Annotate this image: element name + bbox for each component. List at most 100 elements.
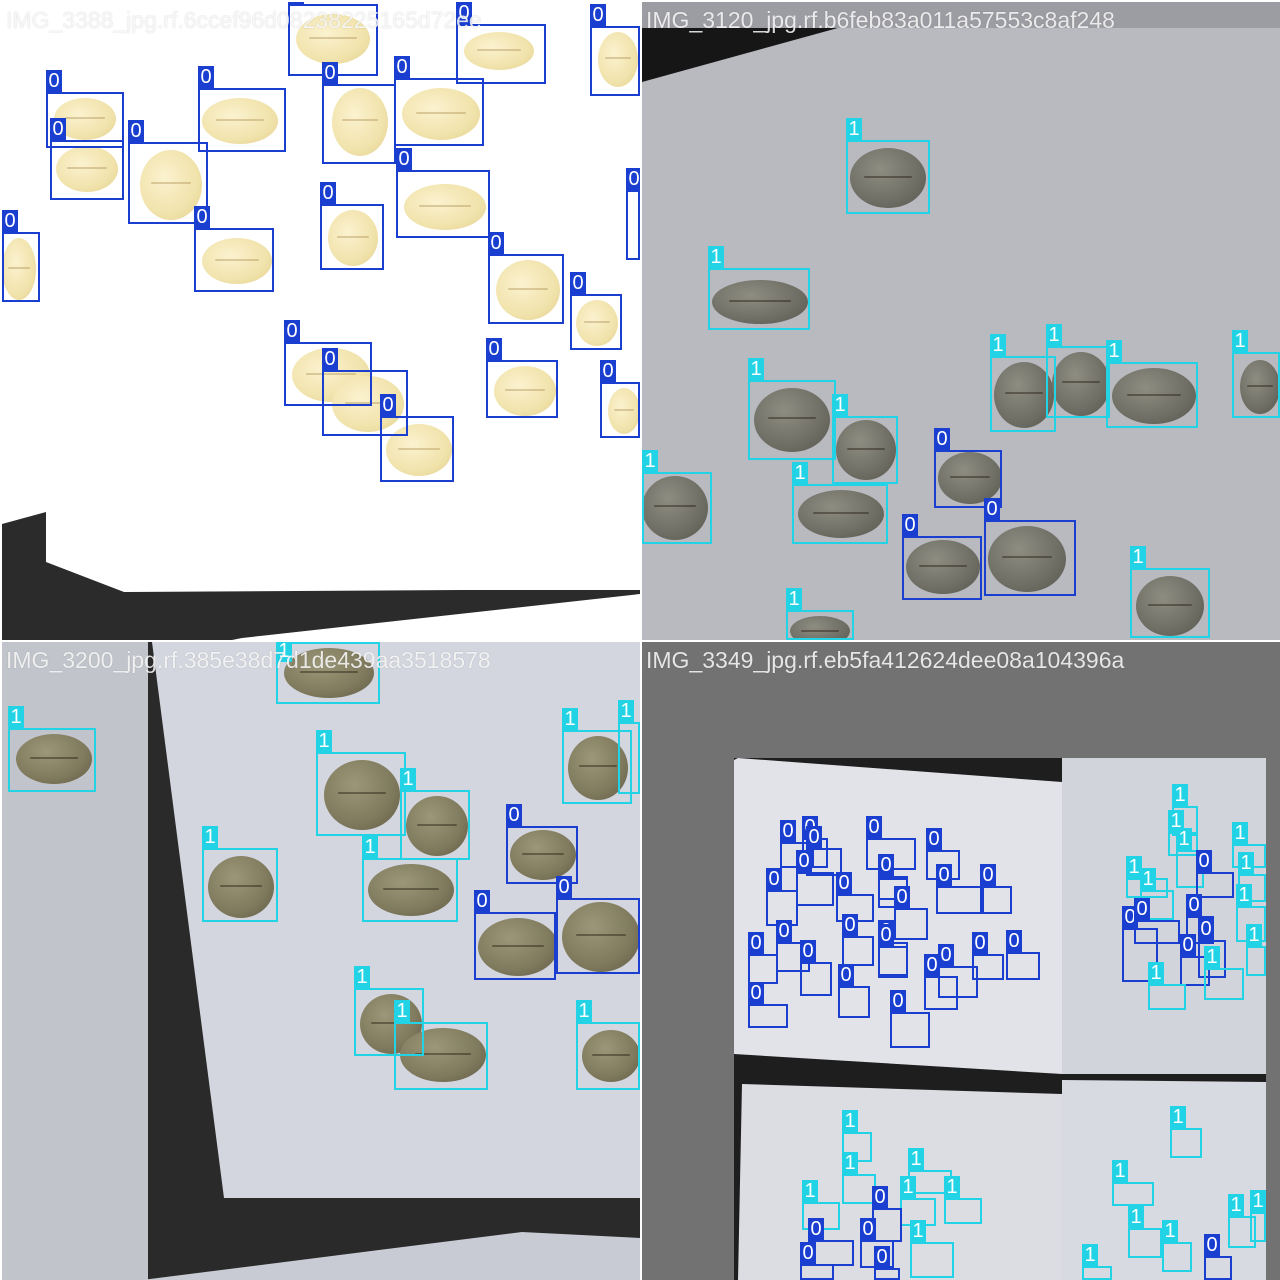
bean: [608, 388, 640, 434]
bbox-label: 1: [8, 706, 24, 728]
bbox-label: 1: [354, 966, 370, 988]
bbox-label: 0: [486, 338, 502, 360]
bbox-label: 1: [846, 118, 862, 140]
bbox-class-0: 0: [934, 428, 1002, 508]
bbox-label: 0: [806, 826, 822, 848]
bbox-class-1: 1: [642, 450, 712, 544]
bbox-class-1: 1: [1106, 340, 1198, 428]
bbox-class-0: 0: [1134, 898, 1180, 944]
bbox-label: 0: [198, 66, 214, 88]
bbox-class-0: 0: [800, 1242, 834, 1280]
bean: [464, 32, 534, 70]
bbox-class-1: 1: [1148, 962, 1186, 1010]
bean: [798, 490, 884, 538]
bbox-label: 0: [894, 886, 910, 908]
bbox-class-0: 0: [1196, 850, 1234, 898]
bean: [494, 366, 556, 416]
bbox-label: 0: [890, 990, 906, 1012]
bbox-class-1: 1: [1170, 1106, 1202, 1158]
bbox-label: 0: [938, 944, 954, 966]
tile-top-left: IMG_3388_jpg.rf.6ccef96d08238225165d72ee…: [2, 2, 640, 640]
bbox-class-0: 0: [396, 148, 490, 238]
bbox-class-1: 1: [1250, 1190, 1266, 1242]
bbox-label: 1: [1204, 946, 1220, 968]
bbox-label: 0: [626, 168, 640, 190]
bbox-class-0: 0: [194, 206, 274, 292]
bbox-label: 0: [780, 820, 796, 842]
bean: [790, 616, 850, 640]
bbox-label: 0: [1134, 898, 1150, 920]
bbox-class-1: 1: [846, 118, 930, 214]
bbox-class-0: 0: [842, 914, 874, 966]
bbox-label: 0: [506, 804, 522, 826]
bbox-label: 1: [1162, 1220, 1178, 1242]
bbox-class-0: 0: [800, 940, 832, 996]
bbox-label: 0: [902, 514, 918, 536]
bbox-class-0: 0: [894, 886, 928, 940]
bbox-class-0: 0: [872, 1186, 902, 1242]
bbox-label: 1: [944, 1176, 960, 1198]
bean: [850, 148, 926, 208]
bbox-label: 1: [1232, 822, 1248, 844]
bbox-class-0: 0: [556, 876, 640, 974]
bbox-label: 0: [394, 56, 410, 78]
bbox-label: 1: [1148, 962, 1164, 984]
bean: [576, 300, 618, 346]
bbox-class-0: 0: [600, 360, 640, 438]
bbox-label: 1: [1238, 852, 1254, 874]
bbox-class-0: 0: [626, 168, 640, 260]
bbox-label: 1: [1126, 856, 1142, 878]
bean: [598, 32, 638, 87]
bean: [1136, 576, 1204, 636]
bbox-class-1: 1: [842, 1152, 876, 1204]
bbox-label: 0: [556, 876, 572, 898]
bbox-label: 1: [1236, 884, 1252, 906]
bbox-label: 1: [1232, 330, 1248, 352]
bbox-label: 1: [1172, 784, 1188, 806]
bbox-label: 0: [288, 2, 304, 4]
bbox-label: 0: [984, 498, 1000, 520]
bbox-label: 1: [1106, 340, 1122, 362]
tile-1-background: [2, 2, 640, 640]
bbox-class-0: 0: [46, 70, 124, 148]
bbox-label: 0: [838, 964, 854, 986]
bbox-class-0: 0: [320, 182, 384, 270]
bbox-label: 0: [878, 854, 894, 876]
bbox-label: 1: [910, 1220, 926, 1242]
bbox-label: 1: [1168, 810, 1184, 832]
bean: [510, 830, 576, 880]
bean: [1240, 360, 1280, 414]
bbox-class-1: 1: [1128, 1206, 1162, 1258]
bbox-label: 0: [600, 360, 616, 382]
bbox-class-1: 1: [1246, 924, 1266, 976]
bean: [642, 476, 708, 540]
bean: [938, 452, 1002, 504]
bean: [328, 210, 378, 266]
bean: [582, 1030, 640, 1082]
bbox-class-1: 1: [362, 836, 458, 922]
bbox-label: 1: [832, 394, 848, 416]
bbox-class-0: 0: [936, 864, 984, 914]
bbox-class-0: 0: [972, 932, 1004, 980]
tile-top-right: IMG_3120_jpg.rf.b6feb83a011a57553c8af248…: [642, 2, 1280, 640]
bbox-label: 0: [1198, 918, 1214, 940]
bbox-label: 1: [276, 642, 292, 662]
bbox-class-1: 1: [1046, 324, 1110, 418]
bbox-label: 0: [380, 394, 396, 416]
bbox-class-0: 0: [748, 982, 788, 1028]
bbox-label: 1: [394, 1000, 410, 1022]
bbox-class-0: 0: [284, 320, 372, 406]
bbox-class-1: 1: [400, 768, 470, 860]
tile-4-background: [642, 642, 1280, 1280]
bbox-label: 0: [980, 864, 996, 886]
bbox-label: 0: [748, 932, 764, 954]
bbox-class-0: 0: [50, 118, 124, 200]
bean: [208, 856, 274, 918]
bean: [16, 734, 92, 784]
bbox-label: 0: [860, 1218, 876, 1240]
bean: [284, 648, 374, 698]
bbox-class-1: 1: [202, 826, 278, 922]
bbox-label: 0: [488, 232, 504, 254]
bean: [478, 918, 558, 976]
